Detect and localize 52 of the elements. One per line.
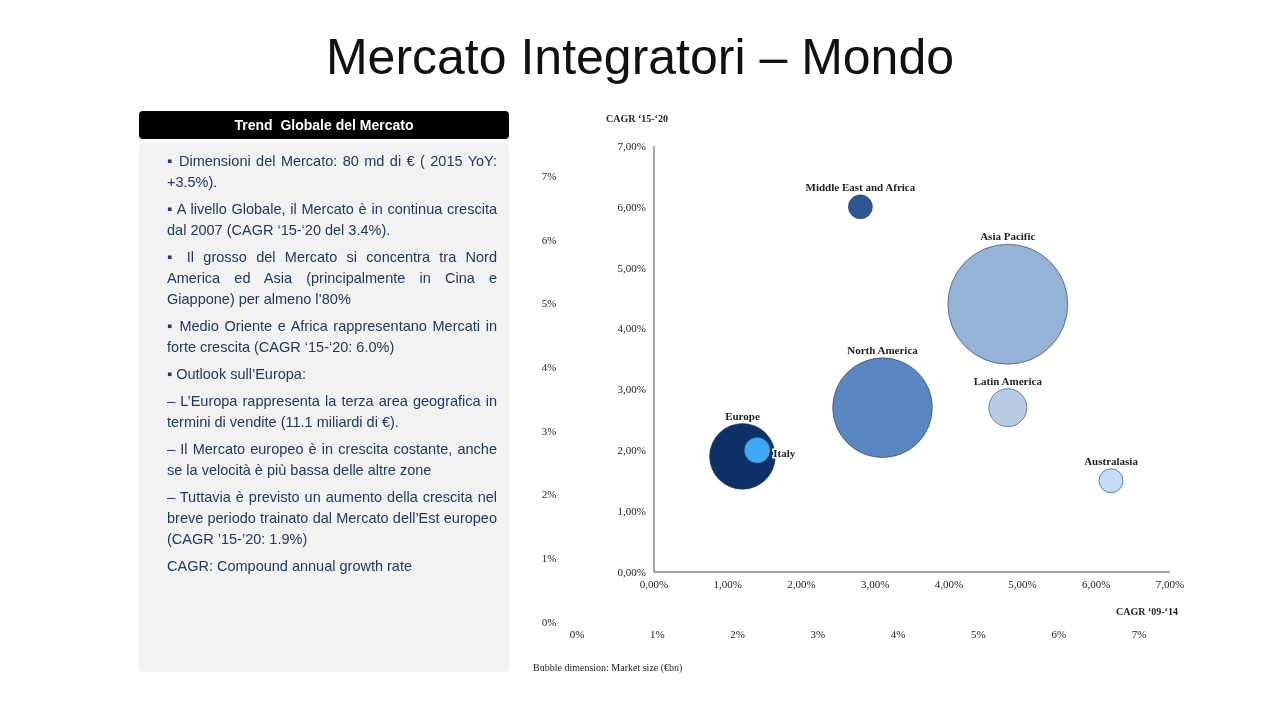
y-tick-label: 2,00% <box>617 444 646 457</box>
y-tick-label: 4,00% <box>617 322 646 335</box>
x-tick-label: 7,00% <box>1155 577 1185 590</box>
y2-tick-label: 0% <box>541 615 557 628</box>
series-label: Asia Pacific <box>980 230 1036 243</box>
x-tick-label: 2,00% <box>787 577 816 590</box>
y-tick-label: 0,00% <box>617 565 646 578</box>
y-tick-label: 1,00% <box>617 505 646 518</box>
y-tick-label: 6,00% <box>617 200 646 213</box>
text: ▪ A livello Globale, il Mercato è in continua crescita dal 2007 (CAGR ‘15-‘20 del 3.4%). <box>167 200 497 240</box>
x2-tick-label: 4% <box>890 627 906 640</box>
x2-tick-label: 6% <box>1051 627 1067 640</box>
y2-tick-label: 5% <box>541 297 557 310</box>
text: ▪ Dimensioni del Mercato: 80 md di € ( 2015 YoY: +3.5%). <box>167 152 497 192</box>
y2-tick-label: 4% <box>541 361 557 374</box>
series-label: North America <box>847 343 919 356</box>
x2-tick-label: 3% <box>810 627 826 640</box>
series-label: Australasia <box>1084 454 1139 467</box>
text: – Il Mercato europeo è in crescita costante, anche se la velocità è più bassa delle altre zone <box>167 440 497 480</box>
x-axis-title: CAGR ‘09-‘14 <box>1116 606 1178 617</box>
y-axis-title: CAGR ‘15-‘20 <box>606 113 668 124</box>
y-tick-label: 5,00% <box>617 261 646 274</box>
y-tick-label: 3,00% <box>617 383 646 396</box>
text: ▪ Medio Oriente e Africa rappresentano Mercati in forte crescita (CAGR ‘15-‘20: 6.0%) <box>167 317 497 357</box>
text: Trend Globale del Mercato <box>139 111 509 139</box>
y2-tick-label: 7% <box>541 169 557 182</box>
x2-tick-label: 7% <box>1131 627 1147 640</box>
x2-tick-label: 2% <box>730 627 745 640</box>
x-tick-label: 3,00% <box>860 577 890 590</box>
series-label: Middle East and Africa <box>805 180 916 193</box>
x-tick-label: 0,00% <box>639 577 669 590</box>
y-tick-label: 7,00% <box>617 139 646 152</box>
series-label: Latin America <box>973 374 1043 387</box>
x2-tick-label: 1% <box>649 627 665 640</box>
series-label: Europe <box>725 409 760 422</box>
y2-tick-label: 6% <box>541 233 557 246</box>
text: – Tuttavia è previsto un aumento della crescita nel breve periodo trainato dal Mercato dell’Est europeo (CAGR ’15-’20: 1.9%) <box>167 488 497 549</box>
y2-tick-label: 2% <box>541 488 557 501</box>
x-tick-label: 1,00% <box>713 577 742 590</box>
x-tick-label: 4,00% <box>934 577 964 590</box>
y2-tick-label: 3% <box>541 424 557 437</box>
y2-tick-label: 1% <box>541 552 557 565</box>
x2-tick-label: 0% <box>569 627 585 640</box>
text: Bubble dimension: Market size (€bn) <box>533 662 683 673</box>
x-tick-label: 5,00% <box>1008 577 1037 590</box>
text: ▪ Outlook sull’Europa: <box>167 365 307 384</box>
text: ▪ Il grosso del Mercato si concentra tra Nord America ed Asia (principalmente in Cina e Giappone) per almeno l’80% <box>167 248 497 309</box>
text: – L’Europa rappresenta la terza area geografica in termini di vendite (11.1 miliardi di €). <box>167 392 497 432</box>
x2-tick-label: 5% <box>971 627 986 640</box>
text: CAGR: Compound annual growth rate <box>167 557 414 576</box>
chart-title: Mercato Integratori – Mondo <box>324 28 956 86</box>
x-tick-label: 6,00% <box>1082 577 1111 590</box>
